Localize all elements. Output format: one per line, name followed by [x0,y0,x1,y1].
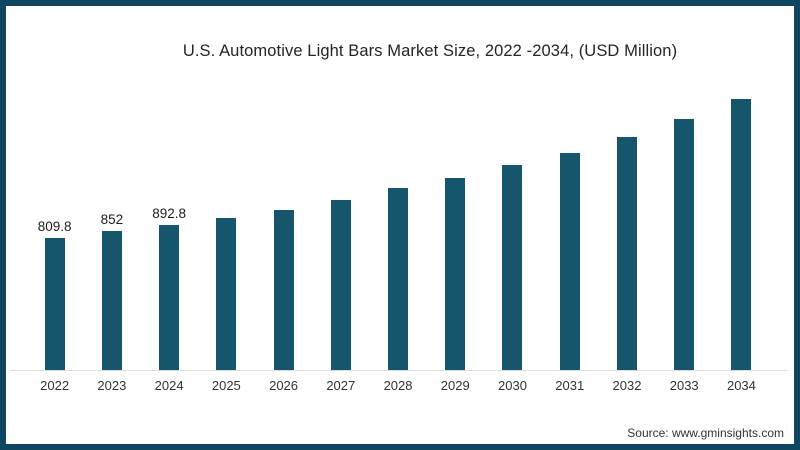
bar-column-2028 [369,93,426,371]
x-tick-2031: 2031 [555,378,585,393]
x-tick-2022: 2022 [40,378,70,393]
x-tick-2030: 2030 [498,378,527,393]
bar-column-2031 [541,93,598,371]
bar-column-2033 [656,93,713,371]
bar-2029 [445,178,466,371]
bar-2023 [101,231,122,371]
x-tick-2029: 2029 [440,378,470,393]
bar-column-2022: 809.8 [26,93,83,371]
x-tick-2026: 2026 [269,378,299,393]
bar-2027 [330,200,351,371]
x-axis-labels: 2022 2023 2024 2025 2026 2027 2028 2029 2030 2031… [26,378,770,393]
x-tick-2034: 2034 [726,378,756,393]
bar-value-label-2022: 809.8 [37,219,72,234]
bar-2032 [616,137,637,371]
bar-2033 [674,119,695,371]
bar-value-label-2023: 852 [100,212,124,227]
bar-value-label-2024: 892.8 [152,206,186,221]
source-attribution: Source: www.gminsights.com [627,426,784,440]
bar-2024 [159,225,180,371]
bar-2030 [502,165,523,371]
x-axis-line [10,370,788,371]
bar-2022 [44,238,65,371]
bar-column-2027 [312,93,369,371]
bar-column-2030 [484,93,541,371]
bar-column-2032 [598,93,655,371]
bar-column-2029 [427,93,484,371]
chart-title: U.S. Automotive Light Bars Market Size, … [182,42,678,60]
bar-2028 [388,188,409,371]
bar-2034 [731,99,752,371]
bar-2026 [273,210,294,371]
x-tick-2028: 2028 [383,378,413,393]
x-tick-2024: 2024 [154,378,184,393]
plot-area: 809.8 852 892.8 [26,93,770,371]
x-tick-2023: 2023 [97,378,127,393]
bar-2025 [216,218,237,371]
bar-column-2026 [255,93,312,371]
x-tick-2027: 2027 [326,378,356,393]
bar-column-2034 [713,93,770,371]
bar-2031 [559,153,580,371]
bar-column-2024: 892.8 [140,93,197,371]
bar-column-2023: 852 [83,93,140,371]
x-tick-2025: 2025 [211,378,241,393]
bar-column-2025 [198,93,255,371]
x-tick-2032: 2032 [612,378,642,393]
x-tick-2033: 2033 [669,378,699,393]
